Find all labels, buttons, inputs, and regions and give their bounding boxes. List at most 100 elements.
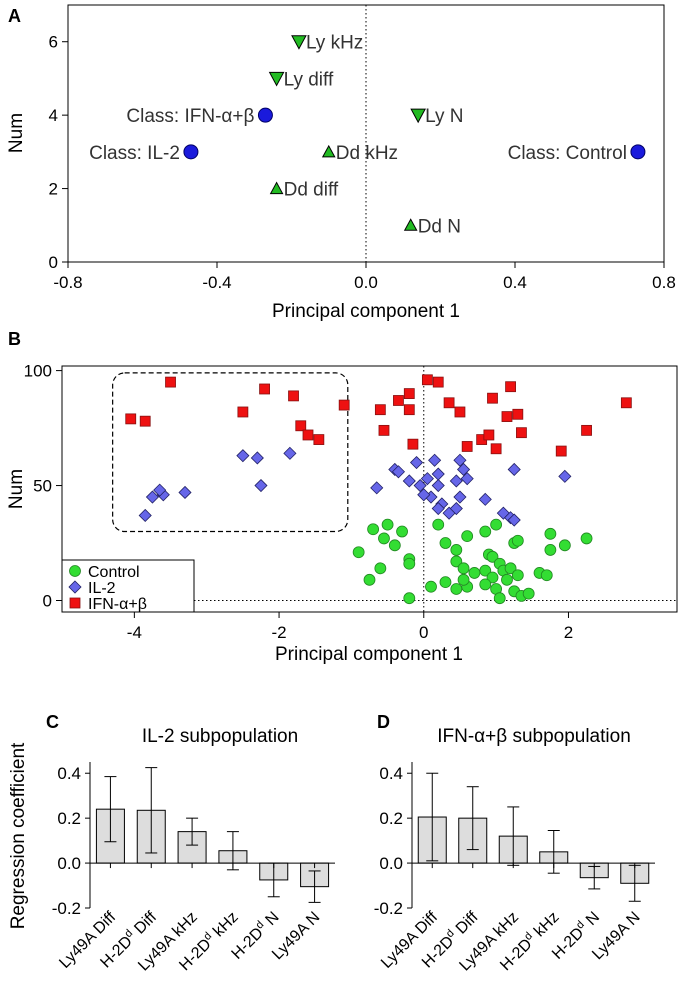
panel-b-point-control: [363, 573, 376, 586]
panel-b-point-control: [479, 578, 492, 591]
legend-ifn-label: IFN-α+β: [88, 596, 147, 613]
legend-box: [61, 559, 195, 613]
panel-d: D IFN-α+β subpopulation -0.20.00.20.4Ly4…: [374, 712, 655, 974]
panel-b-point-il2: [453, 490, 467, 504]
panel-b-point-ifn: [374, 404, 386, 416]
panel-b-point-ifn: [378, 424, 390, 436]
panel-b-legend: Control IL-2 IFN-α+β: [61, 559, 195, 613]
panel-d-ytick-label: 0.4: [379, 764, 403, 783]
panel-b-point-il2: [413, 478, 427, 493]
panel-b-ytick-label: 0: [43, 592, 52, 611]
panel-b-point-control: [457, 562, 470, 575]
panel-b-point-ifn: [165, 376, 176, 388]
panel-b-xtick-label: 0: [419, 623, 428, 642]
panel-b-ylabel: Num: [6, 469, 27, 509]
panel-b-point-ifn: [338, 399, 350, 411]
panel-a-point-triangle-down: [291, 35, 307, 50]
panel-c-ytick-label: 0.4: [57, 764, 81, 783]
legend-il2-label: IL-2: [88, 580, 116, 597]
panel-b-point-control: [450, 555, 463, 568]
panel-b-point-control: [374, 562, 387, 575]
panel-c-ytick-label: 0.0: [57, 854, 81, 873]
panel-a-xtick-label: -0.4: [202, 273, 231, 292]
panel-b-point-ifn: [313, 434, 325, 445]
panel-b-point-control: [457, 573, 470, 586]
panel-b-point-ifn: [483, 429, 495, 441]
panel-b-point-ifn: [393, 395, 404, 406]
panel-a-point-circle: [183, 144, 199, 160]
panel-b-ytick-label: 50: [33, 477, 52, 496]
panel-a-point-label: Class: IL-2: [89, 143, 180, 164]
legend-control-label: Control: [88, 564, 140, 581]
panel-b-point-control: [479, 525, 492, 538]
panel-a-xtick-label: 0.8: [652, 273, 676, 292]
panel-b-point-il2: [409, 455, 424, 470]
panel-c: C IL-2 subpopulation Regression coeffici…: [8, 712, 335, 974]
panel-a-point-label: Dd N: [418, 216, 461, 237]
panel-a-point-triangle-down: [410, 108, 426, 124]
panel-b-point-control: [486, 550, 499, 563]
panel-d-label: D: [377, 712, 390, 732]
panel-a-point-triangle-up: [269, 181, 284, 195]
panel-c-ylabel: Regression coefficient: [8, 742, 29, 929]
panel-b-point-il2: [283, 446, 297, 460]
panel-a-point-label: Ly N: [425, 106, 463, 127]
panel-b-point-control: [522, 587, 535, 600]
panel-a-point-triangle-up: [403, 218, 418, 231]
panel-a-point-label: Class: Control: [508, 143, 627, 164]
panel-b-point-control: [544, 544, 557, 556]
panel-b-point-control: [450, 544, 463, 556]
panel-b-xtick-label: -4: [127, 623, 142, 642]
panel-b-ytick-label: 100: [24, 362, 52, 381]
panel-b-point-il2: [145, 490, 160, 504]
legend-control-marker: [69, 565, 81, 577]
panel-b-point-ifn: [501, 411, 513, 422]
panel-b-point-ifn: [461, 441, 473, 452]
panel-b-point-control: [450, 583, 463, 595]
panel-d-title: IFN-α+β subpopulation: [437, 726, 631, 747]
panel-a-label: A: [8, 6, 21, 26]
panel-b-point-ifn: [302, 429, 314, 441]
panel-b-point-control: [381, 518, 394, 531]
panel-b-point-il2: [507, 462, 521, 477]
panel-b-point-ifn: [490, 443, 502, 455]
panel-b-point-il2: [402, 474, 416, 488]
panel-b-point-control: [511, 569, 524, 582]
panel-b-point-ifn: [555, 445, 567, 457]
panel-b-point-control: [388, 539, 401, 552]
panel-b-point-il2: [431, 467, 445, 481]
panel-b-point-il2: [558, 469, 572, 483]
panel-a-xtick-label: 0.0: [354, 273, 378, 292]
panel-b-point-control: [490, 518, 503, 531]
panel-b-point-control: [403, 592, 416, 605]
panel-b-point-ifn: [512, 408, 524, 420]
panel-b-point-ifn: [581, 424, 592, 436]
panel-a-ytick-label: 4: [49, 106, 58, 125]
panel-a-point-circle: [630, 144, 646, 160]
panel-b-point-ifn: [403, 388, 415, 399]
panel-c-title: IL-2 subpopulation: [142, 726, 298, 747]
panel-b-label: B: [8, 329, 21, 349]
panel-a-point-circle: [257, 107, 273, 123]
panel-a-xtick-label: -0.8: [53, 273, 82, 292]
panel-c-label: C: [46, 712, 59, 732]
panel-a-point-triangle-down: [268, 71, 285, 87]
panel-b-xtick-label: -2: [271, 623, 286, 642]
panel-b-point-il2: [417, 488, 431, 502]
panel-b-point-il2: [420, 472, 434, 486]
panel-b-point-il2: [236, 449, 250, 463]
panel-b-frame: [61, 365, 678, 613]
panel-b-point-ifn: [505, 381, 516, 393]
panel-b-point-ifn: [237, 406, 249, 418]
panel-a-point-triangle-up: [321, 144, 336, 158]
panel-b-point-il2: [431, 478, 445, 493]
panel-b-xlabel: Principal component 1: [275, 644, 463, 665]
panel-d-ytick-label: 0.0: [379, 854, 403, 873]
panel-b-point-control: [540, 569, 553, 582]
panel-a-point-label: Dd diff: [284, 180, 339, 201]
panel-b-point-control: [396, 525, 408, 538]
panel-b-point-control: [580, 532, 593, 545]
panel-b-point-il2: [250, 451, 264, 465]
panel-a: A -0.8 -0.4 0.0 0.4 0.8 0 2 4 6 Class: Control Cla…: [6, 4, 676, 322]
panel-b-point-il2: [507, 513, 521, 527]
